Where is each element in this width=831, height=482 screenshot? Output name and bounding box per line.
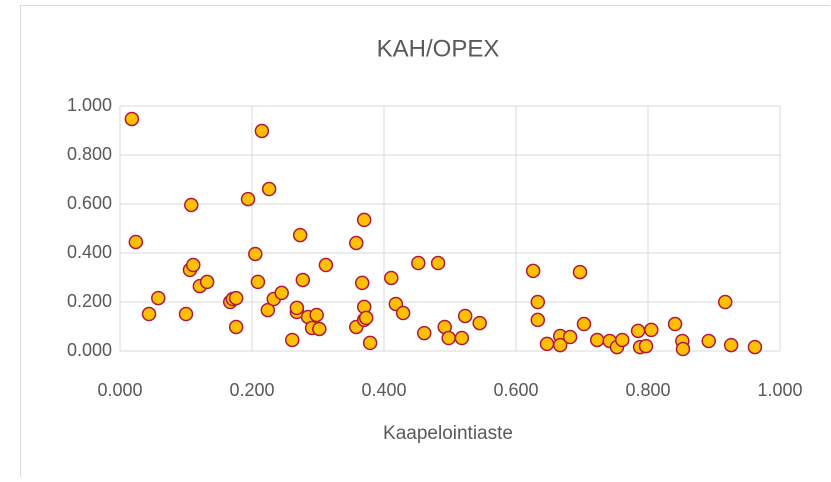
- point: [675, 341, 691, 357]
- y-tick-label: 1.000: [67, 95, 112, 115]
- y-tick-label: 0.600: [67, 193, 112, 213]
- point: [349, 235, 364, 251]
- point: [186, 257, 201, 273]
- x-tick-label: 0.600: [493, 380, 538, 400]
- point: [228, 319, 244, 335]
- point: [248, 246, 263, 262]
- point: [309, 307, 324, 323]
- x-tick-label: 0.000: [97, 380, 142, 400]
- point: [572, 264, 588, 280]
- point: [285, 332, 300, 348]
- point: [240, 191, 256, 207]
- point: [260, 302, 276, 318]
- x-axis-title: Kaapelointiaste: [383, 423, 513, 444]
- point: [124, 111, 140, 127]
- y-tick-label: 0.200: [67, 291, 112, 311]
- point: [312, 321, 327, 337]
- x-tick-label: 0.800: [625, 380, 670, 400]
- point: [411, 255, 426, 271]
- point: [356, 212, 372, 228]
- point: [250, 274, 266, 290]
- point: [638, 338, 654, 354]
- point: [562, 329, 578, 345]
- point: [723, 337, 739, 353]
- point: [128, 234, 144, 250]
- y-tick-label: 0.800: [67, 144, 112, 164]
- point: [667, 316, 683, 332]
- point: [747, 339, 763, 355]
- point: [228, 290, 244, 306]
- point: [178, 306, 194, 322]
- point: [530, 294, 546, 310]
- point: [358, 310, 374, 326]
- point: [525, 263, 541, 279]
- point: [552, 337, 568, 353]
- chart-border: [20, 5, 831, 477]
- point: [441, 330, 456, 346]
- point: [384, 270, 399, 286]
- point: [274, 285, 289, 301]
- point: [576, 316, 592, 332]
- x-tick-label: 0.400: [361, 380, 406, 400]
- point: [454, 330, 470, 346]
- point: [430, 255, 446, 271]
- point: [589, 332, 605, 348]
- point: [184, 197, 199, 213]
- point: [261, 181, 277, 197]
- point: [630, 323, 646, 339]
- point: [717, 294, 733, 310]
- point: [530, 312, 546, 328]
- point: [318, 257, 334, 273]
- point: [701, 333, 716, 349]
- point: [254, 123, 270, 139]
- point: [354, 275, 370, 291]
- point: [199, 274, 215, 290]
- point: [151, 290, 166, 306]
- point: [362, 335, 378, 351]
- y-tick-label: 0.000: [67, 340, 112, 360]
- point: [141, 306, 157, 322]
- point: [295, 272, 311, 288]
- y-tick-label: 0.400: [67, 242, 112, 262]
- x-tick-label: 1.000: [757, 380, 802, 400]
- point: [615, 332, 630, 348]
- point: [292, 227, 308, 243]
- point: [289, 300, 305, 316]
- point: [457, 308, 473, 324]
- point: [417, 325, 432, 341]
- point: [472, 315, 487, 331]
- x-tick-label: 0.200: [229, 380, 274, 400]
- point: [644, 322, 659, 338]
- chart-title: KAH/OPEX: [377, 35, 500, 62]
- point: [395, 305, 411, 321]
- point: [539, 336, 555, 352]
